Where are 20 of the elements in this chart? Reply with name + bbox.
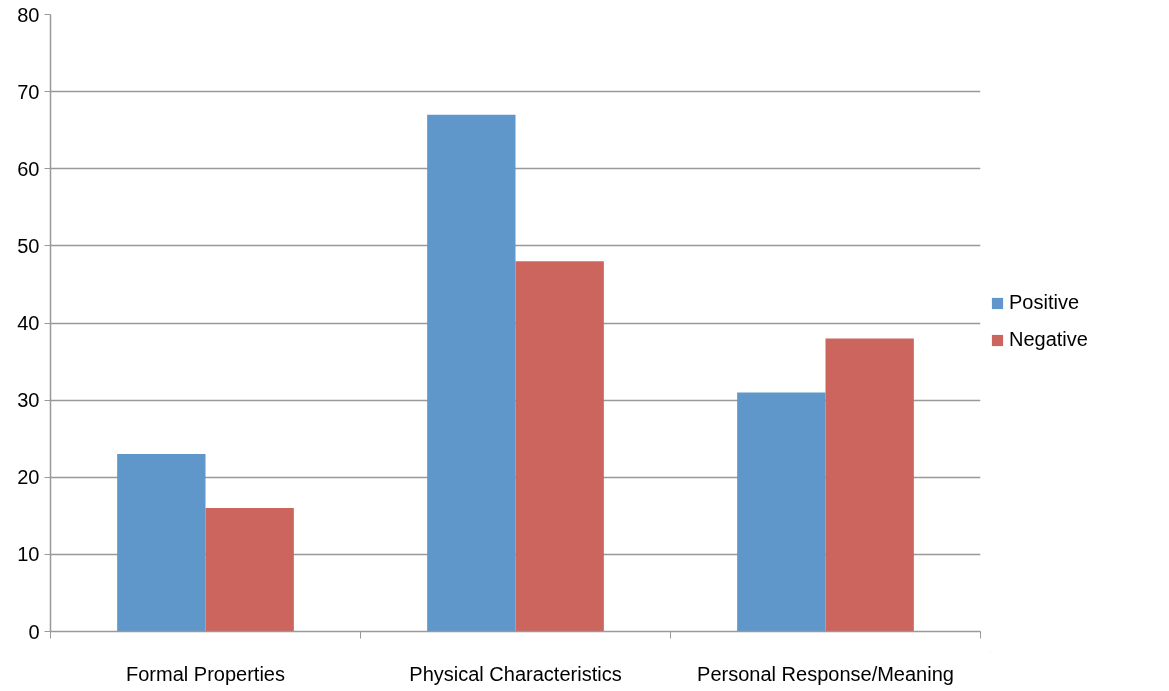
y-tick-label: 80 (17, 3, 40, 26)
x-tick-label: Physical Characteristics (409, 662, 622, 685)
legend-label: Negative (1009, 328, 1088, 351)
y-tick-label: 40 (17, 312, 40, 334)
bar (825, 338, 914, 632)
y-tick-label: 60 (17, 157, 40, 180)
x-tick-label: Personal Response/Meaning (697, 662, 954, 685)
bar (205, 508, 294, 632)
y-tick-label: 20 (17, 466, 40, 489)
bar (515, 261, 604, 632)
bar (737, 392, 826, 632)
bar (427, 114, 516, 632)
y-tick-label: 0 (28, 620, 40, 643)
legend-label: Positive (1009, 291, 1080, 314)
y-tick-label: 50 (17, 234, 40, 257)
y-tick-label: 70 (17, 80, 40, 103)
x-tick-label: Formal Properties (126, 662, 285, 685)
y-tick-label: 10 (17, 543, 40, 566)
y-tick-label: 30 (17, 389, 40, 412)
bar (117, 454, 206, 632)
